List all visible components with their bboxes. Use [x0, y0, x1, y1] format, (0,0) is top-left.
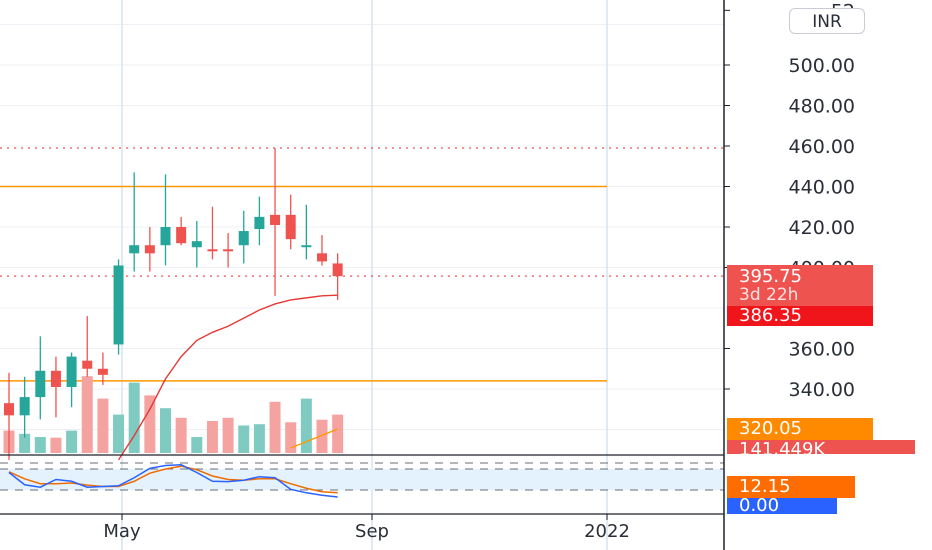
candle-11 [176, 216, 187, 246]
candle-body-14 [223, 249, 234, 252]
volume-bar-19 [300, 398, 312, 453]
price-tick-label-4: 440.00 [789, 177, 855, 199]
candle-body-18 [285, 214, 296, 240]
candle-2 [35, 336, 46, 420]
price-tick-label-2: 480.00 [789, 96, 855, 118]
stochastic-pane [0, 454, 724, 498]
time-tick-label-1: Sep [355, 521, 389, 542]
candle-body-0 [4, 403, 14, 416]
candle-body-20 [317, 253, 327, 262]
candle-body-11 [176, 227, 187, 244]
candle-12 [191, 220, 202, 268]
candle-body-12 [191, 241, 202, 248]
countdown-label: 3d 22h [727, 286, 873, 306]
ma-value-label: 386.35 [727, 306, 873, 326]
candle-body-13 [207, 249, 218, 252]
candle-body-8 [129, 245, 140, 254]
candle-body-3 [50, 370, 61, 387]
candle-20 [317, 235, 327, 266]
volume-bar-21 [332, 414, 344, 453]
stoch-d-line [8, 465, 338, 494]
stoch-k-label: 0.00 [727, 497, 837, 515]
candle-17 [270, 148, 281, 296]
volume-bar-4 [66, 430, 78, 453]
candle-4 [66, 352, 77, 408]
candle-9 [144, 227, 155, 272]
candle-6 [97, 352, 108, 385]
candle-body-6 [97, 368, 108, 375]
volume-bar-13 [206, 421, 218, 453]
volume-ma-label: 320.05 [727, 418, 873, 440]
candle-body-7 [113, 265, 124, 345]
candle-body-9 [144, 245, 155, 254]
candle-18 [285, 194, 296, 250]
currency-button[interactable]: INR [789, 8, 865, 34]
volume-bar-8 [128, 382, 140, 453]
volume-bar-17 [269, 401, 281, 453]
stoch-d-label: 12.15 [727, 476, 855, 498]
volume-bar-12 [191, 437, 203, 453]
candle-body-10 [160, 227, 171, 246]
volume-bar-10 [160, 408, 171, 453]
volume-ma-line [290, 428, 338, 449]
candle-21 [332, 253, 343, 300]
candle-body-16 [254, 216, 265, 230]
candle-5 [82, 316, 93, 377]
volume-bar-16 [253, 424, 265, 453]
volume-bar-3 [50, 437, 62, 453]
candle-body-15 [238, 231, 249, 246]
time-tick-label-0: May [103, 521, 141, 542]
volume-bars [3, 376, 344, 453]
time-tick-label-2: 2022 [584, 521, 630, 542]
candle-body-1 [19, 397, 30, 416]
candle-body-5 [82, 360, 93, 369]
volume-bar-9 [144, 395, 156, 453]
candle-body-2 [35, 370, 46, 398]
candle-body-17 [270, 214, 281, 225]
ma-line [117, 294, 338, 461]
volume-bar-20 [316, 419, 328, 453]
volume-bar-1 [19, 433, 31, 453]
candle-14 [223, 233, 234, 268]
candle-15 [238, 210, 249, 264]
candle-body-21 [332, 263, 343, 277]
price-tick-label-8: 340.00 [789, 379, 855, 401]
volume-bar-18 [285, 422, 297, 453]
candlesticks [4, 148, 343, 460]
candle-1 [19, 376, 30, 438]
volume-bar-2 [34, 437, 46, 453]
price-tick-label-1: 500.00 [789, 55, 855, 77]
price-grid [0, 0, 724, 550]
candle-16 [254, 196, 265, 246]
volume-bar-5 [81, 376, 93, 453]
price-tick-label-3: 460.00 [789, 136, 855, 158]
stoch-band [0, 469, 724, 490]
volume-label: 141.449K [727, 440, 915, 454]
volume-bar-6 [97, 398, 109, 453]
price-tick-label-7: 360.00 [789, 339, 855, 361]
volume-bar-7 [113, 414, 125, 453]
candle-8 [129, 172, 140, 272]
last-price-label: 395.75 [727, 265, 873, 288]
candle-19 [301, 204, 312, 260]
price-tick-label-5: 420.00 [789, 217, 855, 239]
candle-10 [160, 174, 171, 266]
stoch-k-line [8, 464, 338, 498]
horizontal-levels [0, 185, 607, 382]
volume-bar-15 [238, 425, 250, 453]
candle-7 [113, 259, 124, 355]
candle-body-19 [301, 245, 312, 248]
time-axis[interactable]: May Sep 2022 [0, 513, 724, 542]
moving-average [117, 294, 338, 461]
candle-body-4 [66, 356, 77, 387]
volume-bar-14 [222, 417, 234, 453]
candle-3 [50, 356, 61, 418]
candle-0 [4, 372, 14, 460]
candle-13 [207, 206, 218, 260]
volume-bar-11 [175, 417, 187, 453]
